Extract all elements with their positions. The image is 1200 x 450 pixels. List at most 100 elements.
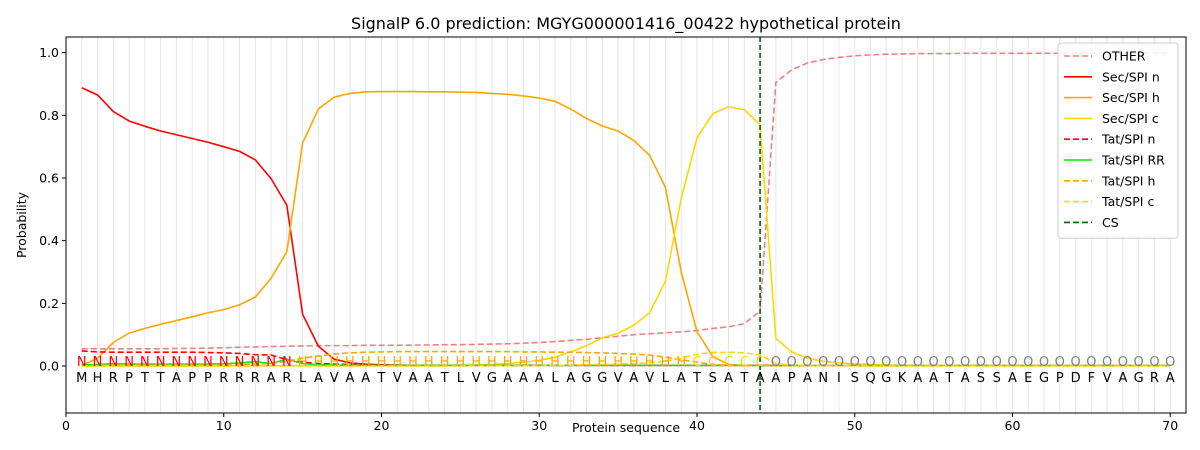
region-label: C [692,355,701,370]
region-label: N [172,355,182,370]
series-layer [81,52,1171,367]
region-label: H [582,355,592,370]
residue-label: V [1103,371,1112,386]
region-label: O [1007,355,1017,370]
x-tick-label: 60 [1005,418,1021,433]
legend-box [1057,42,1179,239]
residue-label: A [961,371,970,386]
series-line-6 [81,350,1171,367]
residue-label: P [125,371,133,386]
series-line-2 [81,90,1171,367]
residue-label: T [156,371,165,386]
residue-label: L [551,371,559,386]
residue-label: G [881,371,891,386]
residue-label: R [282,371,291,386]
series-line-7 [81,351,1171,367]
residue-label: V [472,371,481,386]
y-tick-label: 0.4 [39,233,59,248]
chart-title: SignalP 6.0 prediction: MGYG000001416_00… [351,14,901,34]
region-label: H [597,355,607,370]
region-label: O [928,355,938,370]
region-label: N [203,355,213,370]
region-label: N [77,355,87,370]
residue-label: A [771,371,780,386]
region-label: N [140,355,150,370]
region-label: N [124,355,134,370]
region-label: O [1165,355,1175,370]
residue-label: G [582,371,592,386]
region-label: O [881,355,891,370]
region-label: H [471,355,481,370]
region-label: H [298,355,308,370]
region-label: H [613,355,623,370]
residue-label: A [503,371,512,386]
residue-label: T [377,371,386,386]
residue-label: F [1088,371,1095,386]
region-label: H [424,355,434,370]
residue-label: A [929,371,938,386]
region-label: H [440,355,450,370]
legend-label: Sec/SPI n [1102,69,1160,84]
region-label: H [661,355,671,370]
residue-label: A [756,371,765,386]
legend-label: Tat/SPI RR [1101,153,1165,168]
region-label: H [455,355,465,370]
region-label: O [1055,355,1065,370]
residue-label: T [692,371,701,386]
residue-label: A [345,371,354,386]
residue-label: V [645,371,654,386]
x-tick-label: 10 [216,418,232,433]
residue-label: A [1166,371,1175,386]
residue-label: T [944,371,953,386]
residue-label: P [788,371,796,386]
region-label: O [1134,355,1144,370]
region-label: N [187,355,197,370]
y-axis-label: Probability [14,191,29,258]
region-label: O [1102,355,1112,370]
residue-label: A [424,371,433,386]
residue-label: P [204,371,212,386]
residue-label: R [1150,371,1159,386]
region-label: O [771,355,781,370]
x-axis-label: Protein sequence [572,420,680,435]
residue-label: V [614,371,623,386]
residue-label: P [188,371,196,386]
region-label: O [865,355,875,370]
residue-label: L [299,371,307,386]
residue-label: A [1008,371,1017,386]
region-label: O [1023,355,1033,370]
residue-label: A [519,371,528,386]
region-label: N [266,355,276,370]
residue-label: S [993,371,1001,386]
region-label: O [1086,355,1096,370]
region-label: H [566,355,576,370]
residue-label: D [1071,371,1081,386]
region-label: H [392,355,402,370]
region-label: N [108,355,118,370]
region-label: O [802,355,812,370]
region-label: H [487,355,497,370]
region-label: C [708,355,717,370]
residue-label: G [1134,371,1144,386]
sequence-labels: NMNHNRNPNTNTNANPNPNRNRNRNANRHLHAHVHAHAHT… [76,355,1175,386]
residue-label: A [172,371,181,386]
residue-label: S [851,371,859,386]
residue-label: L [662,371,670,386]
x-axis: 0 10 20 30 40 50 60 70 [62,413,1178,433]
residue-label: R [219,371,228,386]
region-label: N [282,355,292,370]
region-label: O [834,355,844,370]
residue-label: L [457,371,465,386]
region-label: H [676,355,686,370]
x-tick-label: 70 [1162,418,1178,433]
region-label: H [345,355,355,370]
legend-label: Tat/SPI c [1101,194,1154,209]
residue-label: A [629,371,638,386]
region-label: H [329,355,339,370]
residue-label: A [677,371,686,386]
region-label: H [645,355,655,370]
residue-label: V [330,371,339,386]
residue-label: A [314,371,323,386]
region-label: C [740,355,749,370]
